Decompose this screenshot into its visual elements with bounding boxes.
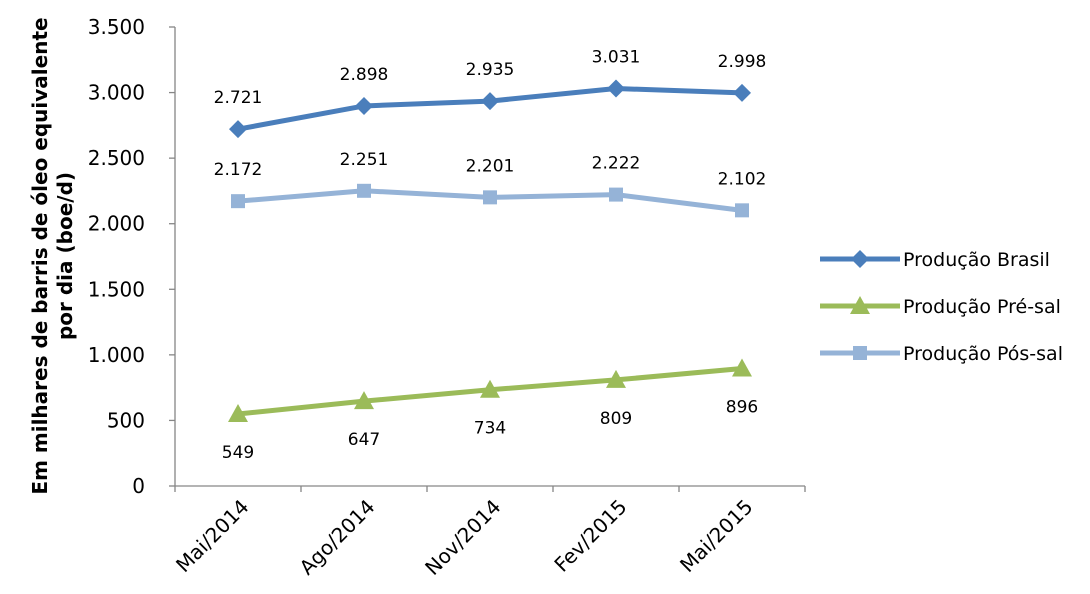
data-labels: 2.721 2.898 2.935 3.031 2.998 549 647 734 809 896…: [214, 48, 767, 463]
data-label: 896: [726, 397, 758, 417]
y-tick-label: 1.500: [88, 277, 145, 301]
y-tick-label: 3.000: [88, 81, 145, 105]
x-axis-ticks: Mai/2014 Ago/2014 Nov/2014 Fev/2015 Mai/2015: [171, 486, 806, 580]
x-tick-label: Mai/2015: [675, 495, 758, 578]
y-axis-title-line: Em milhares de barris de óleo equivalent…: [28, 17, 52, 494]
legend-label: Produção Brasil: [903, 249, 1050, 271]
data-point-diamond: [733, 83, 751, 102]
data-point-diamond: [481, 92, 499, 111]
legend-label: Produção Pré-sal: [903, 296, 1061, 318]
legend-marker: [853, 346, 867, 360]
y-tick-label: 3.500: [88, 15, 145, 39]
data-point-triangle: [480, 379, 500, 398]
legend-label: Produção Pós-sal: [903, 343, 1063, 365]
data-point-square: [357, 183, 371, 198]
data-point-diamond: [355, 96, 373, 115]
data-label: 2.998: [718, 52, 767, 72]
legend: Produção Brasil Produção Pré-sal Produção …: [820, 249, 1063, 365]
data-label: 2.102: [718, 169, 767, 189]
y-axis-ticks: 0 500 1.000 1.500 2.000 2.500 3.000 3.500: [88, 15, 175, 498]
axes: [174, 27, 805, 487]
x-tick-label: Fev/2015: [549, 495, 631, 577]
data-label: 2.172: [214, 160, 263, 180]
data-point-triangle: [354, 391, 374, 410]
y-tick-label: 500: [107, 408, 145, 432]
data-point-triangle: [606, 369, 626, 388]
data-label: 2.935: [466, 60, 515, 80]
data-label: 2.251: [340, 150, 389, 170]
x-tick-label: Nov/2014: [420, 495, 505, 580]
data-label: 2.721: [214, 88, 263, 108]
data-point-diamond: [607, 79, 625, 98]
y-tick-label: 2.000: [88, 212, 145, 236]
y-axis-label: Em milhares de barris de óleo equivalent…: [28, 17, 77, 494]
data-point-square: [483, 190, 497, 205]
data-label: 647: [348, 430, 380, 450]
data-label: 549: [222, 443, 254, 463]
legend-marker: [851, 250, 869, 268]
data-point-diamond: [229, 120, 247, 139]
data-point-square: [609, 187, 623, 202]
y-tick-label: 2.500: [88, 146, 145, 170]
data-label: 734: [474, 419, 506, 439]
data-point-square: [735, 203, 749, 218]
legend-marker: [850, 296, 870, 314]
data-point-square: [231, 194, 245, 209]
data-label: 2.201: [466, 156, 515, 176]
data-label: 3.031: [592, 48, 641, 68]
y-tick-label: 0: [132, 474, 145, 498]
data-point-triangle: [228, 404, 248, 423]
data-label: 2.222: [592, 154, 641, 174]
y-tick-label: 1.000: [88, 343, 145, 367]
data-point-triangle: [732, 358, 752, 377]
data-label: 809: [600, 409, 632, 429]
x-tick-label: Ago/2014: [295, 495, 380, 580]
data-label: 2.898: [340, 65, 389, 85]
series-layer: [228, 79, 752, 423]
x-tick-label: Mai/2014: [171, 495, 254, 578]
y-axis-title-line: por dia (boe/d): [53, 172, 77, 340]
